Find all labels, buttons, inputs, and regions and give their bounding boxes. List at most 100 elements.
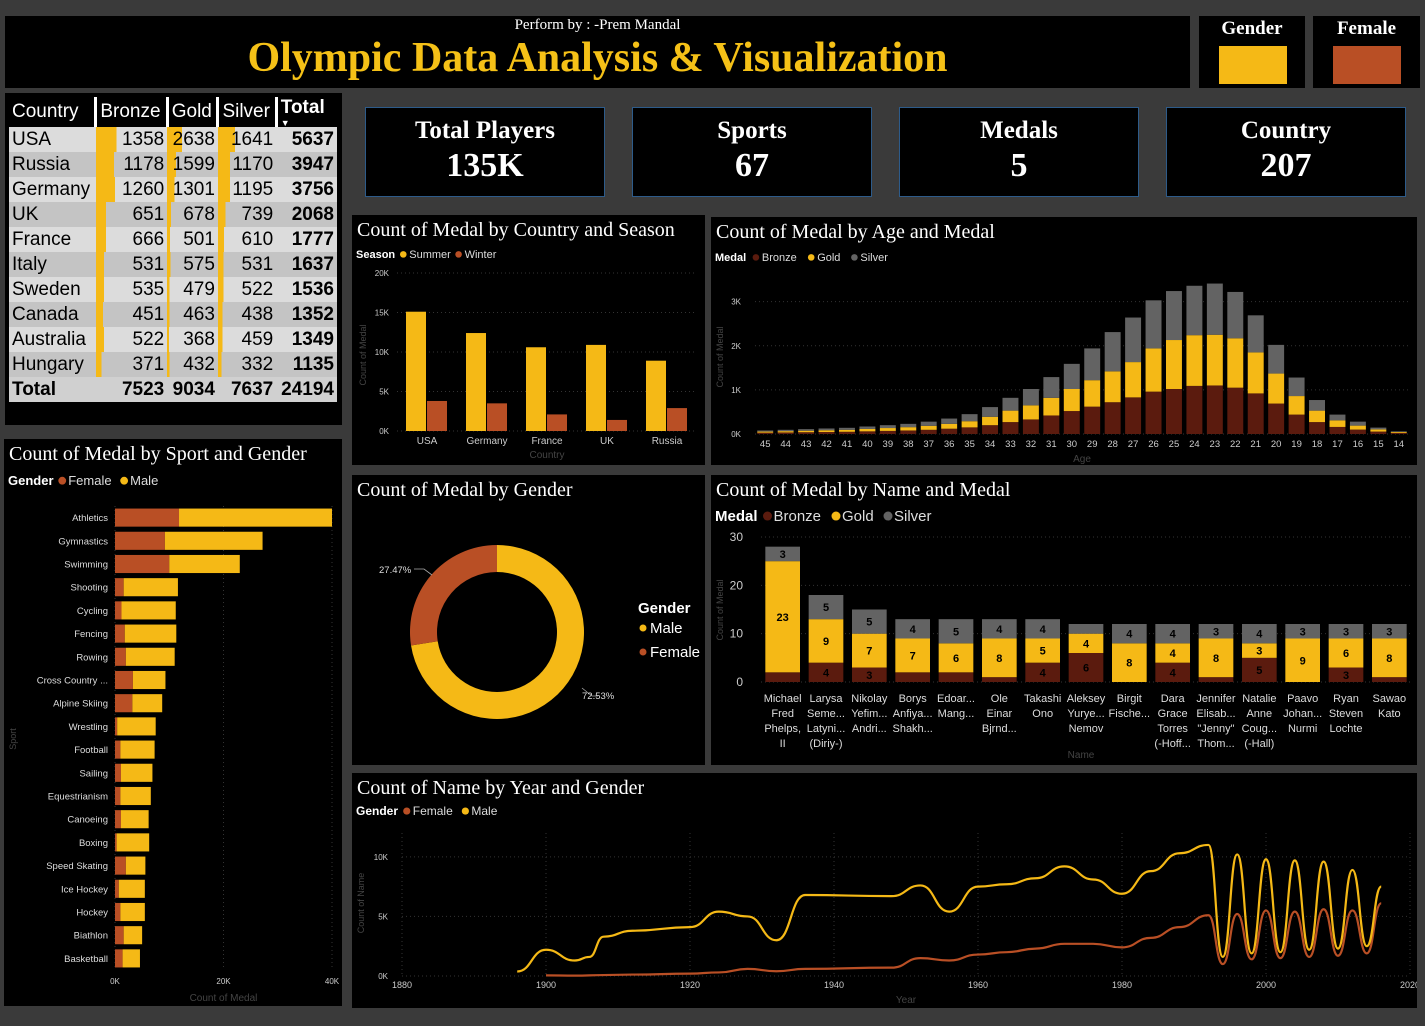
table-row[interactable]: Sweden 535 479 522 1536	[9, 277, 337, 302]
bar-segment	[120, 810, 149, 829]
chart-country-season: Season Summer Winter 0K 5K 10K 15K 20K USA German…	[356, 249, 697, 461]
silver-cell: 1170	[217, 152, 277, 177]
bar-segment	[118, 879, 145, 898]
chart-country-season-panel: Count of Medal by Country and Season Sea…	[352, 215, 705, 465]
gold-cell: 678	[167, 202, 218, 227]
tick-label: 32	[1026, 439, 1037, 450]
table-row[interactable]: Germany 1260 1301 1195 3756	[9, 177, 337, 202]
tick-label: 27	[1128, 439, 1139, 450]
bar-segment	[852, 609, 887, 634]
bar-segment	[115, 740, 121, 759]
axis-label: Country	[529, 450, 564, 461]
bar-segment	[1349, 429, 1366, 434]
tick-label: Sawao	[1373, 693, 1407, 705]
tick-label: 20K	[216, 977, 231, 986]
bar-segment	[1309, 410, 1326, 423]
bronze-cell: 651	[95, 202, 168, 227]
legend-marker	[807, 254, 815, 261]
gender-legend-box[interactable]: Gender	[1199, 16, 1305, 88]
bar-segment	[879, 425, 896, 429]
tick-label: 41	[842, 439, 853, 450]
total-cell: 1777	[276, 227, 337, 252]
data-label: 6	[953, 653, 959, 665]
tick-label: Thom...	[1197, 738, 1234, 750]
bar-segment	[1372, 677, 1407, 682]
tick-label: 3K	[731, 298, 741, 307]
legend-label: Summer	[409, 249, 451, 261]
column-header-gold[interactable]: Gold	[167, 97, 220, 127]
legend-marker	[639, 624, 647, 632]
tick-label: 0K	[110, 977, 120, 986]
bar-segment	[1227, 291, 1244, 339]
bar-segment	[115, 786, 121, 806]
axis-label: Age	[1073, 454, 1091, 465]
column-header-country[interactable]: Country	[9, 97, 98, 127]
medal-table-panel: Country Bronze Gold Silver Total ▼ USA 135…	[5, 93, 342, 425]
column-header-silver[interactable]: Silver	[217, 97, 278, 127]
tick-label: Alpine Skiing	[53, 699, 108, 710]
tick-label: Kato	[1378, 708, 1401, 720]
bar-segment	[1206, 334, 1223, 386]
tick-label: Canoeing	[67, 815, 108, 826]
column-header-bronze[interactable]: Bronze	[95, 97, 169, 127]
bar-segment	[938, 672, 974, 682]
data-label: 4	[910, 624, 917, 636]
bronze-cell: 522	[95, 327, 168, 352]
legend-marker	[639, 648, 647, 656]
bar-segment	[838, 431, 855, 434]
tick-label: Andri...	[852, 723, 887, 735]
female-legend-box[interactable]: Female	[1313, 16, 1420, 88]
tick-label: 2020	[1400, 980, 1417, 990]
legend-label: Bronze	[774, 508, 822, 525]
legend-label: Silver	[860, 252, 888, 264]
bar-segment	[808, 595, 844, 620]
column-header-total[interactable]: Total ▼	[276, 97, 337, 128]
bar-segment	[1112, 624, 1147, 644]
bar-segment	[115, 531, 165, 550]
tick-label: (-Hoff...	[1154, 738, 1190, 750]
bar-segment	[115, 717, 118, 736]
bar-segment	[1068, 624, 1104, 634]
bar-segment	[120, 763, 153, 782]
table-row[interactable]: UK 651 678 739 2068	[9, 202, 337, 227]
bar-segment	[757, 431, 774, 433]
data-label: 3	[1343, 670, 1349, 682]
tick-label: Football	[74, 745, 108, 756]
tick-label: Sailing	[79, 768, 108, 779]
tick-label: 15K	[375, 309, 390, 318]
bar-segment	[1125, 362, 1142, 398]
table-row[interactable]: Australia 522 368 459 1349	[9, 327, 337, 352]
bar-segment	[879, 430, 896, 434]
table-row[interactable]: Russia 1178 1599 1170 3947	[9, 152, 337, 177]
data-label: 4	[996, 624, 1003, 636]
tick-label: 37	[923, 439, 934, 450]
country-cell: Russia	[9, 152, 96, 177]
table-row[interactable]: France 666 501 610 1777	[9, 227, 337, 252]
leader-line	[581, 687, 598, 697]
bar-segment	[1227, 387, 1244, 434]
kpi-medals: Medals 5	[899, 107, 1139, 197]
tick-label: 42	[821, 439, 832, 450]
silver-cell: 438	[217, 302, 277, 327]
bar-segment	[179, 508, 332, 527]
kpi-value: 207	[1260, 147, 1312, 184]
data-label: 27.47%	[379, 565, 412, 576]
table-row[interactable]: USA 1358 2638 1641 5637	[9, 127, 337, 152]
table-row[interactable]: Hungary 371 432 332 1135	[9, 352, 337, 377]
bar-segment	[115, 578, 124, 597]
tick-label: 20	[730, 578, 744, 592]
kpi-label: Sports	[717, 117, 787, 144]
author-subtitle: Perform by : -Prem Mandal	[514, 17, 681, 33]
table-row[interactable]: Canada 451 463 438 1352	[9, 302, 337, 327]
table-row[interactable]: Italy 531 575 531 1637	[9, 252, 337, 277]
bar-segment	[1227, 338, 1244, 388]
tick-label: Boxing	[79, 838, 108, 849]
bar-segment	[123, 578, 178, 597]
tick-label: Anne	[1246, 708, 1272, 720]
legend-label: Winter	[465, 249, 497, 261]
tick-label: Shakh...	[892, 723, 932, 735]
bar	[667, 408, 687, 431]
tick-label: 0K	[378, 972, 388, 981]
tick-label: 0K	[379, 427, 389, 436]
bar-segment	[1329, 426, 1346, 434]
